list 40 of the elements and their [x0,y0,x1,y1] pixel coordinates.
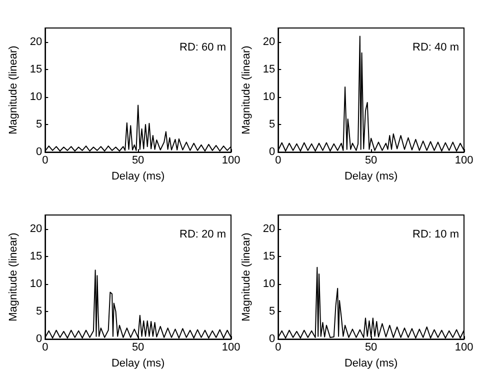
y-tick-label: 15 [30,63,42,76]
y-tick-label: 10 [262,90,276,103]
y-axis-title: Magnitude (linear) [8,46,20,134]
y-tick-label: 20 [30,36,42,48]
y-tick-label: 20 [262,222,276,235]
y-tick-label: 15 [30,250,42,262]
y-axis-title: Magnitude (linear) [240,46,252,134]
x-tick-label: 100 [454,154,474,167]
y-tick-label: 15 [262,63,276,76]
y-tick-label: 15 [262,250,276,262]
x-axis-title: Delay (ms) [344,170,398,182]
y-tick-label: 10 [30,90,42,103]
y-tick-label: 20 [30,222,42,235]
y-tick-label: 5 [269,306,276,318]
y-tick-label: 0 [269,146,276,158]
y-tick-label: 20 [262,36,276,48]
y-tick-label: 5 [36,118,42,131]
x-tick-label: 50 [132,342,144,354]
x-tick-label: 50 [132,154,144,167]
y-tick-label: 10 [30,278,42,290]
y-tick-label: 5 [269,118,276,131]
y-tick-label: 0 [36,333,42,346]
x-axis-title: Delay (ms) [344,358,398,370]
y-tick-label: 0 [36,146,42,158]
x-tick-label: 50 [364,154,378,167]
x-tick-label: 100 [222,154,240,167]
x-tick-label: 100 [222,342,240,354]
y-tick-label: 0 [269,333,276,346]
x-axis-title: Delay (ms) [111,358,165,370]
annotation: RD: 20 m [180,228,226,240]
annotation: RD: 10 m [412,228,460,240]
x-tick-label: 100 [454,342,474,354]
y-tick-label: 5 [36,306,42,318]
x-tick-label: 50 [364,342,378,354]
annotation: RD: 40 m [412,42,460,54]
y-tick-label: 10 [262,278,276,290]
x-axis-title: Delay (ms) [111,170,165,182]
annotation: RD: 60 m [180,42,226,54]
y-axis-title: Magnitude (linear) [240,232,252,322]
y-axis-title: Magnitude (linear) [8,232,20,322]
